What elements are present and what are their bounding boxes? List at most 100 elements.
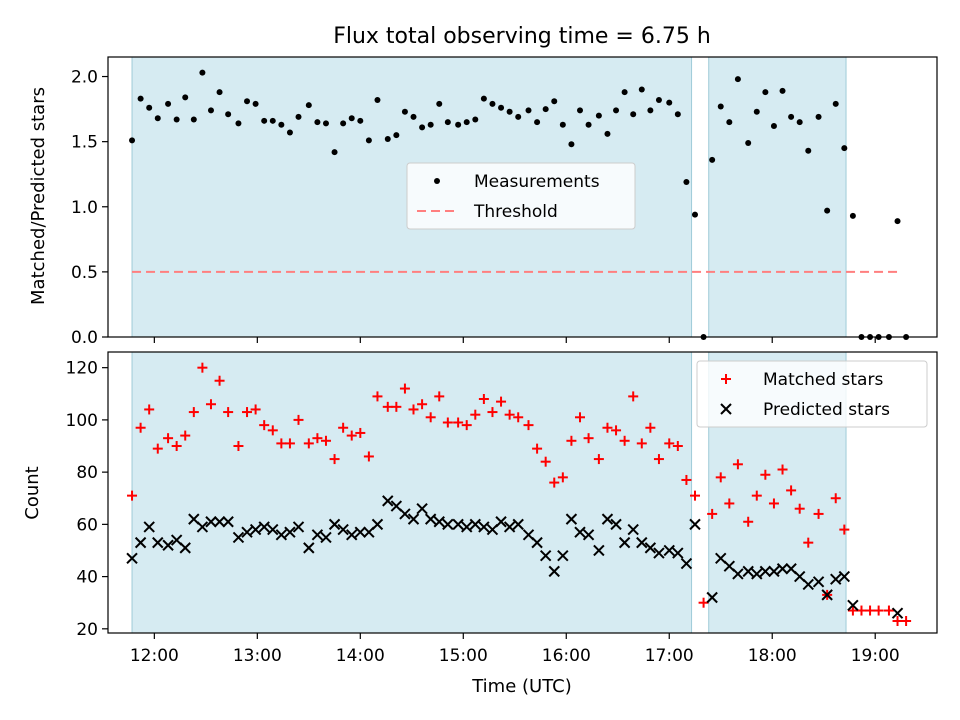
matched-stars-point	[372, 391, 383, 402]
measurement-point	[374, 96, 381, 103]
matched-stars-point	[329, 454, 340, 465]
predicted-stars-point	[354, 526, 367, 538]
predicted-stars-point	[452, 518, 464, 531]
predicted-stars-point	[320, 531, 332, 544]
legend-threshold-label: Threshold	[473, 202, 558, 222]
measurement-point	[357, 117, 364, 124]
measurement-point	[506, 108, 513, 115]
predicted-stars-point	[162, 539, 174, 551]
legend-measurements-marker	[434, 178, 440, 184]
measurement-point	[849, 212, 856, 219]
matched-stars-point	[873, 605, 884, 616]
measurement-point	[444, 119, 451, 126]
predicted-stars-point	[424, 513, 437, 525]
matched-stars-point	[611, 425, 622, 436]
measurement-point	[199, 69, 206, 76]
matched-stars-point	[715, 472, 726, 483]
predicted-stars-point	[539, 549, 552, 562]
top-y-tick-label: 2.0	[71, 68, 98, 88]
predicted-stars-point	[636, 536, 648, 549]
top-axes-frame	[107, 56, 938, 338]
x-tick-label: 17:00	[645, 646, 694, 666]
matched-stars-point	[593, 454, 604, 465]
measurement-point	[340, 120, 347, 127]
matched-stars-point	[363, 451, 374, 462]
bottom-y-tick-label: 40	[76, 568, 98, 588]
measurement-point	[305, 102, 312, 109]
matched-stars-point	[242, 407, 253, 418]
predicted-stars-point	[653, 547, 665, 559]
x-tick-label: 15:00	[439, 646, 488, 666]
matched-stars-point	[813, 508, 824, 519]
matched-stars-point	[214, 375, 225, 386]
bottom-y-tick-label: 120	[66, 359, 98, 379]
predicted-stars-point	[232, 531, 245, 544]
measurement-point	[604, 130, 611, 137]
measurement-point	[824, 207, 831, 214]
matched-stars-point	[707, 508, 718, 519]
measurement-point	[595, 112, 602, 119]
matched-stars-point	[223, 407, 234, 418]
predicted-stars-point	[706, 591, 718, 604]
measurement-point	[762, 89, 769, 96]
matched-stars-point	[259, 420, 270, 431]
measurement-point	[436, 100, 443, 107]
predicted-stars-point	[311, 529, 324, 541]
matched-stars-point	[513, 412, 524, 423]
measurement-point	[419, 124, 426, 131]
matched-stars-point	[681, 474, 692, 485]
matched-stars-point	[504, 409, 515, 420]
predicted-stars-point	[205, 516, 217, 528]
x-tick-label: 19:00	[851, 646, 900, 666]
matched-stars-point	[883, 605, 894, 616]
predicted-stars-point	[548, 565, 560, 578]
matched-stars-point	[425, 412, 436, 423]
matched-stars-point	[549, 477, 560, 488]
x-tick-label: 16:00	[542, 646, 591, 666]
matched-stars-point	[602, 422, 613, 433]
predicted-stars-point	[442, 518, 454, 531]
measurement-point	[207, 107, 214, 114]
matched-stars-point	[583, 433, 594, 444]
measurement-point	[286, 129, 293, 136]
matched-stars-point	[250, 404, 261, 415]
x-tick-label: 12:00	[130, 646, 179, 666]
predicted-stars-point	[891, 607, 904, 619]
measurement-point	[613, 107, 620, 114]
bottom-y-tick-label: 60	[76, 515, 98, 535]
matched-stars-point	[382, 401, 393, 412]
measurement-point	[331, 149, 338, 156]
predicted-stars-point	[627, 523, 639, 536]
measurement-point	[365, 137, 372, 144]
predicted-stars-point	[179, 542, 191, 554]
measurement-point	[559, 121, 566, 128]
measurement-point	[691, 211, 698, 218]
measurement-point	[576, 107, 583, 114]
measurement-point	[647, 107, 654, 114]
predicted-stars-point	[618, 536, 631, 549]
predicted-stars-point	[382, 495, 394, 507]
measurement-point	[745, 139, 752, 146]
bottom-y-axis-label: Count	[22, 466, 43, 519]
measurement-point	[410, 113, 417, 120]
matched-stars-point	[768, 498, 779, 509]
predicted-stars-point	[732, 568, 744, 580]
predicted-stars-point	[303, 542, 315, 554]
top-y-tick-label: 0.0	[71, 328, 98, 348]
measurement-point	[568, 141, 575, 148]
predicted-stars-point	[346, 529, 358, 541]
predicted-stars-point	[663, 544, 675, 557]
measurement-point	[322, 120, 329, 127]
measurement-point	[295, 113, 302, 120]
predicted-stars-point	[461, 521, 473, 533]
legend-predicted-marker	[720, 403, 732, 415]
measurement-point	[269, 117, 276, 124]
measurement-point	[182, 94, 189, 101]
measurement-point	[551, 98, 558, 105]
bottom-y-tick-label: 100	[66, 411, 98, 431]
predicted-stars-point	[812, 576, 825, 588]
matched-stars-point	[197, 362, 208, 373]
matched-stars-point	[672, 441, 683, 452]
predicted-stars-point	[292, 521, 305, 533]
